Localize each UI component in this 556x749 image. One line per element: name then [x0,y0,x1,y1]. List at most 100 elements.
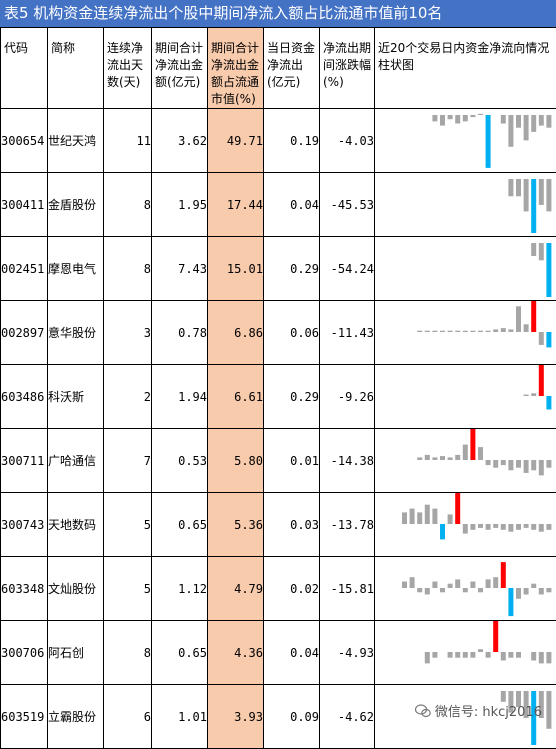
cell-ratio: 5.80 [208,429,264,493]
cell-ratio: 49.71 [208,109,264,173]
cell-code: 002451 [1,237,48,301]
col-header-change: 净流出期间涨跌幅(%) [320,28,375,109]
flow-bar [478,114,483,115]
flow-bar [463,652,468,658]
flow-bar [546,243,551,297]
flow-bar [516,115,521,128]
cell-today: 0.29 [264,237,320,301]
cell-today: 0.04 [264,621,320,685]
flow-bar [524,324,529,332]
flow-bar [524,395,529,396]
flow-bar [470,582,475,589]
cell-code: 603519 [1,685,48,749]
flow-bar [546,332,551,347]
cell-today: 0.04 [264,173,320,237]
flow-bar [546,115,551,128]
cell-days: 3 [104,301,152,365]
flow-bar [539,365,544,396]
cell-flow-chart [375,365,556,429]
cell-days: 8 [104,237,152,301]
col-header-today: 当日资金净流出(亿元) [264,28,320,109]
cell-code: 300654 [1,109,48,173]
flow-bar [508,652,513,658]
cell-ratio: 5.36 [208,493,264,557]
flow-bar [531,584,536,588]
col-header-ratio: 期间合计净流出金额占流通市值(%) [208,28,264,109]
flow-bar [546,460,551,468]
flow-bar [524,524,529,528]
flow-bar [524,115,529,140]
cell-ratio: 4.36 [208,621,264,685]
flow-bar [463,115,468,121]
flow-bar [539,115,544,126]
flow-bar [463,445,468,460]
cell-amount: 1.01 [152,685,208,749]
flow-bar [493,329,498,332]
flow-bar [539,179,544,205]
flow-bar [478,447,483,460]
flow-bar [493,621,498,652]
flow-bar [448,652,453,658]
flow-bar [524,179,529,211]
table-title: 表5 机构资金连续净流出个股中期间净流入额占比流通市值前10名 [0,0,556,27]
cell-flow-chart [375,237,556,301]
flow-bar [410,577,415,588]
flow-bar [448,331,453,332]
col-header-code: 代码 [1,28,48,109]
flow-bar [531,524,536,530]
flow-bar [402,512,407,524]
col-header-days: 连续净流出天数(天) [104,28,152,109]
flow-bar [539,332,544,345]
flow-bar [448,514,453,524]
flow-bar [425,505,430,524]
cell-code: 603348 [1,557,48,621]
flow-bar [440,588,445,592]
cell-name: 广哈通信 [48,429,104,493]
flow-bar [531,460,536,470]
flow-bar [524,588,529,595]
flow-bar [425,652,430,663]
cell-change: -9.26 [320,365,375,429]
flow-bar [501,460,506,465]
flow-bar [448,115,453,119]
cell-name: 文灿股份 [48,557,104,621]
cell-amount: 1.95 [152,173,208,237]
flow-bar-chart [375,301,556,364]
flow-bar-chart [375,621,556,684]
flow-bar [417,588,422,592]
data-table: 代码 简称 连续净流出天数(天) 期间合计净流出金额(亿元) 期间合计净流出金额… [0,27,556,749]
flow-bar [455,331,460,332]
cell-days: 5 [104,493,152,557]
cell-code: 002897 [1,301,48,365]
cell-days: 11 [104,109,152,173]
flow-bar [501,524,506,530]
cell-name: 科沃斯 [48,365,104,429]
flow-bar [531,393,536,396]
cell-today: 0.19 [264,109,320,173]
flow-bar-chart [375,173,556,236]
flow-bar [432,331,437,332]
flow-bar [410,509,415,524]
flow-bar [546,396,551,410]
flow-bar [432,457,437,460]
flow-bar [417,457,422,460]
cell-ratio: 6.86 [208,301,264,365]
col-header-chart: 近20个交易日内资金净流向情况柱状图 [375,28,556,109]
flow-bar [508,179,513,196]
wechat-icon [415,704,431,718]
cell-change: -4.93 [320,621,375,685]
flow-bar [478,588,483,592]
cell-flow-chart [375,173,556,237]
cell-ratio: 15.01 [208,237,264,301]
flow-bar [486,115,491,168]
flow-bar [478,331,483,332]
flow-bar [463,588,468,592]
cell-amount: 1.12 [152,557,208,621]
flow-bar [546,524,551,530]
